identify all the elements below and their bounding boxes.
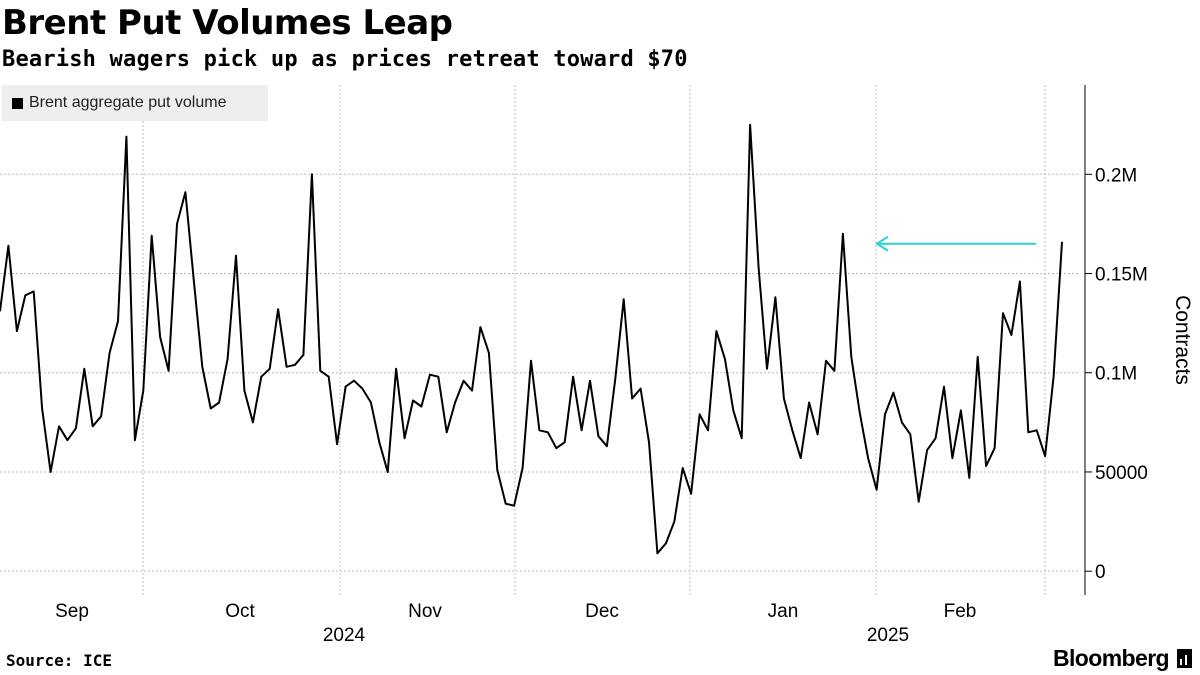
annotation-arrow-head — [875, 235, 889, 252]
brand-logo: Bloomberg — [1053, 645, 1192, 672]
brand-text: Bloomberg — [1053, 645, 1170, 671]
y-tick-label: 0.2M — [1095, 165, 1137, 186]
y-tick-label: 0.1M — [1095, 364, 1137, 385]
y-tick-label: 50000 — [1095, 463, 1148, 484]
year-label: 2024 — [323, 625, 366, 646]
legend-label: Brent aggregate put volume — [29, 94, 227, 111]
x-tick-label: Dec — [585, 601, 619, 622]
legend-swatch — [12, 97, 23, 109]
annotation-layer — [875, 235, 1036, 252]
x-tick-label: Jan — [768, 601, 799, 622]
chart-subtitle: Bearish wagers pick up as prices retreat… — [2, 47, 688, 72]
y-tick-label: 0.15M — [1095, 265, 1148, 286]
legend: Brent aggregate put volume — [2, 85, 268, 121]
y-tick-label: 0 — [1095, 562, 1106, 583]
x-axis: Sep Oct Nov Dec Jan Feb 2024 2025 — [55, 601, 976, 646]
series-line — [0, 123, 1063, 555]
y-axis: 0 50000 0.1M 0.15M 0.2M — [1084, 85, 1148, 595]
chart-title: Brent Put Volumes Leap — [2, 3, 453, 43]
x-tick-label: Nov — [408, 601, 442, 622]
x-tick-label: Sep — [55, 601, 89, 622]
series-layer — [0, 123, 1063, 555]
year-label: 2025 — [867, 625, 909, 646]
x-tick-label: Feb — [944, 601, 977, 622]
bloomberg-chart-icon — [1177, 649, 1192, 668]
y-axis-label: Contracts — [1171, 295, 1194, 385]
source-note: Source: ICE — [6, 651, 112, 670]
x-tick-label: Oct — [225, 601, 255, 622]
gridlines — [0, 85, 1079, 595]
